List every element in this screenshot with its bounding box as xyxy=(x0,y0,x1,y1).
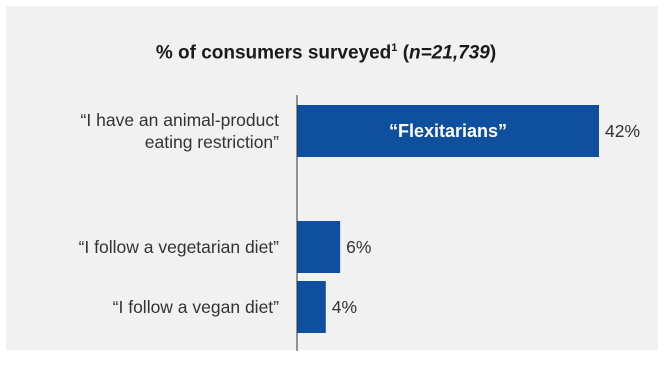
value-label-2: 4% xyxy=(332,297,357,317)
chart-title: % of consumers surveyed1 (n=21,739) xyxy=(155,42,497,64)
category-label-0-line-0: “I have an animal-product xyxy=(81,110,280,130)
category-label-1-line-0: “I follow a vegetarian diet” xyxy=(79,237,280,257)
category-label-0-line-1: eating restriction” xyxy=(145,132,279,152)
footnote-marker: 1 xyxy=(391,42,398,54)
category-label-2: “I follow a vegan diet” xyxy=(113,297,280,317)
category-label-1: “I follow a vegetarian diet” xyxy=(79,237,280,257)
value-label-1: 6% xyxy=(346,237,371,257)
sample-size: n=21,739 xyxy=(409,42,490,64)
category-label-2-line-0: “I follow a vegan diet” xyxy=(113,297,280,317)
chart-panel xyxy=(6,6,658,350)
bar-0 xyxy=(297,105,599,157)
value-label-0: 42% xyxy=(605,121,640,141)
bar-1 xyxy=(297,221,341,273)
bar-2 xyxy=(297,281,326,333)
bar-annotation-0: “Flexitarians” xyxy=(389,121,507,141)
